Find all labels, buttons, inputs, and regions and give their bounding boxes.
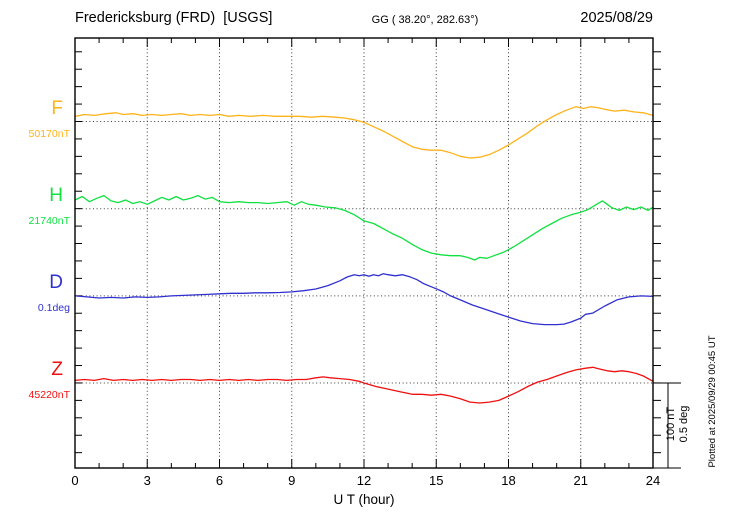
channel-letter-F: F: [51, 97, 63, 119]
x-axis-tick-labels: 0 3 6 9 12 15 18 21 24: [0, 473, 730, 489]
channel-baseline-value-F: 50170nT: [28, 127, 70, 140]
x-tick-label-3: 3: [143, 473, 151, 488]
channel-baseline-value-H: 21740nT: [28, 214, 70, 227]
channel-baseline-value-D: 0.1deg: [37, 301, 70, 314]
plot-frame: [74, 37, 654, 469]
x-tick-label-6: 6: [215, 473, 224, 488]
x-tick-label-21: 21: [573, 473, 588, 488]
trace-H: [74, 194, 654, 261]
plotted-at-timestamp: Plotted at 2025/09/29 00:45 UT: [707, 335, 718, 468]
channel-baseline-value-Z: 45220nT: [28, 389, 70, 401]
station-title: Fredericksburg (FRD) [USGS]: [75, 10, 273, 26]
x-tick-label-12: 12: [356, 473, 372, 488]
x-tick-label-15: 15: [429, 473, 444, 488]
trace-F: [74, 106, 654, 159]
x-tick-label-18: 18: [501, 473, 516, 488]
channel-letter-D: D: [49, 271, 63, 293]
geographic-coordinates: GG ( 38.20°, 282.63°): [371, 14, 479, 26]
scale-bar-deg: 0.5 deg: [678, 405, 690, 443]
scale-bar-nt: 100 nT: [665, 406, 677, 442]
x-tick-label-0: 0: [71, 473, 79, 488]
x-tick-label-24: 24: [645, 473, 661, 488]
trace-D: [74, 273, 654, 326]
date-label: 2025/08/29: [580, 10, 653, 26]
channel-letter-Z: Z: [51, 359, 63, 380]
x-axis-title: U T (hour): [333, 492, 395, 507]
channel-letter-H: H: [49, 184, 63, 206]
x-tick-label-9: 9: [288, 473, 296, 488]
trace-Z: [74, 366, 654, 404]
